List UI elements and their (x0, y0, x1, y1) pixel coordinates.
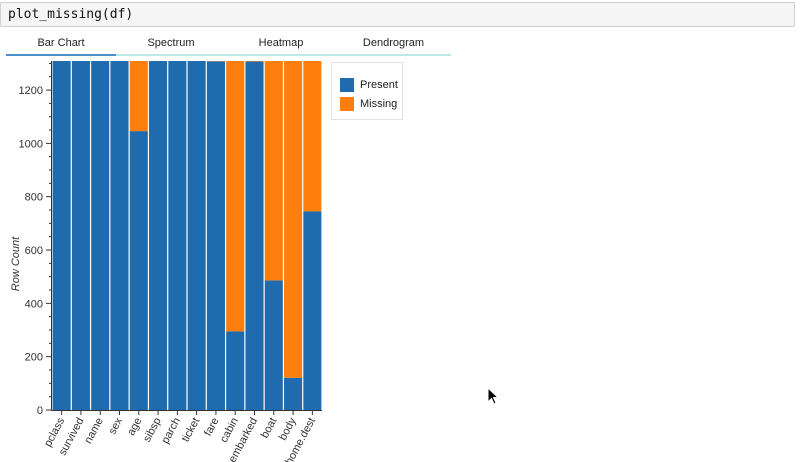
bar-present-home.dest (303, 211, 322, 410)
x-tick-label: fare (202, 416, 222, 438)
bar-present-fare (206, 61, 225, 411)
legend: Present Missing (331, 62, 403, 120)
bar-present-body (284, 377, 303, 410)
tab-underline-inactive (116, 54, 451, 56)
tab-spectrum[interactable]: Spectrum (147, 37, 195, 49)
y-axis: 0 200 400 600 800 1000 1200 (19, 61, 52, 417)
bar-present-age (129, 131, 148, 410)
bar-present-survived (71, 61, 90, 410)
bar-present-embarked (245, 61, 264, 410)
missing-bar-chart: 0 200 400 600 800 1000 1200 pclasssurvivedname… (10, 61, 322, 462)
bar-present-pclass (52, 61, 71, 410)
y-tick-label: 200 (25, 352, 43, 364)
code-cell[interactable]: plot_missing(df) (0, 2, 795, 27)
tab-bar-chart[interactable]: Bar Chart (37, 37, 85, 49)
x-tick-label: parch (159, 416, 183, 446)
code-text: plot_missing(df) (8, 7, 134, 22)
mouse-pointer-icon (487, 387, 499, 405)
tab-bar: Bar Chart Spectrum Heatmap Dendrogram (6, 34, 451, 56)
y-tick-label: 0 (37, 405, 43, 417)
y-tick-label: 1000 (19, 138, 43, 150)
bar-missing-home.dest (303, 61, 322, 212)
y-tick-label: 600 (25, 245, 43, 257)
tab-dendrogram[interactable]: Dendrogram (362, 37, 425, 49)
bar-missing-embarked (245, 61, 264, 62)
bar-missing-cabin (226, 61, 245, 332)
bar-present-sibsp (149, 61, 168, 410)
x-tick-label: name (82, 416, 106, 446)
bar-missing-age (129, 61, 148, 132)
x-tick-label: sex (107, 415, 126, 436)
bar-present-cabin (226, 331, 245, 410)
bar-present-name (91, 61, 110, 410)
legend-label-present: Present (360, 79, 398, 91)
legend-swatch-missing (340, 97, 354, 111)
legend-label-missing: Missing (360, 98, 398, 110)
bar-missing-body (284, 61, 303, 378)
y-tick-label: 400 (25, 298, 43, 310)
x-tick-label: age (125, 416, 144, 438)
legend-swatch-present (340, 78, 354, 92)
y-tick-label: 1200 (19, 85, 43, 97)
bar-present-parch (168, 61, 187, 410)
y-axis-label: Row Count (10, 236, 22, 291)
tab-heatmap[interactable]: Heatmap (258, 37, 304, 49)
bar-present-boat (264, 280, 283, 410)
bar-missing-boat (264, 61, 283, 281)
x-tick-label: ticket (180, 416, 203, 444)
y-tick-label: 800 (25, 192, 43, 204)
bars (52, 61, 322, 411)
bar-present-sex (110, 61, 129, 410)
bar-present-ticket (187, 61, 206, 410)
tab-underline-active (6, 54, 116, 56)
